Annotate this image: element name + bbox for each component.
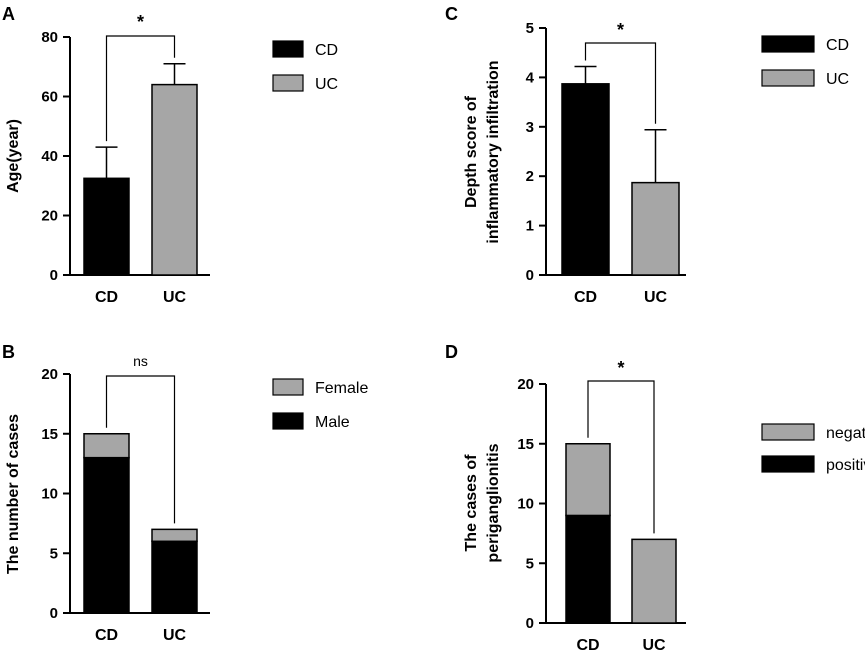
bar-male-uc: [151, 540, 198, 614]
y-axis-title-line: The cases of: [463, 454, 480, 552]
bar-uc: [631, 181, 680, 276]
category-label: UC: [163, 289, 187, 306]
y-tick-label: 15: [41, 426, 58, 443]
significance-label: ns: [133, 353, 148, 369]
y-tick-label: 15: [517, 436, 534, 453]
bar-male-cd: [83, 456, 130, 614]
y-tick-label: 10: [517, 496, 534, 513]
legend-swatch-uc: [272, 74, 304, 92]
legend-swatch-cd: [272, 40, 304, 58]
y-axis-title-line: periganglionitis: [485, 443, 502, 562]
legend-swatch-female: [272, 378, 304, 396]
category-label: CD: [95, 289, 118, 306]
significance-bracket: [584, 42, 657, 124]
significance-bracket: [587, 380, 655, 534]
chart-panel-b: 0 5 10 15 20 CD UC ns The number of cases Female M…: [5, 353, 368, 644]
y-tick-label: 40: [41, 148, 58, 165]
bar-uc: [151, 83, 198, 276]
bar-female-uc: [151, 528, 198, 543]
y-tick-label: 4: [526, 69, 535, 86]
bar-female-cd: [83, 433, 130, 459]
significance-bracket: [105, 375, 176, 524]
significance-label: *: [617, 358, 624, 378]
panel-letter-d: D: [445, 342, 458, 362]
y-axis-title-line: Age(year): [5, 119, 22, 193]
category-label: CD: [95, 627, 118, 644]
legend-label-female: Female: [315, 380, 368, 397]
bar-positive-cd: [565, 514, 611, 624]
category-label: CD: [574, 289, 597, 306]
y-tick-label: 0: [50, 267, 58, 284]
y-tick-label: 20: [517, 376, 534, 393]
y-tick-label: 20: [41, 366, 58, 383]
panel-letter-b: B: [2, 342, 15, 362]
y-tick-label: 5: [50, 545, 58, 562]
y-tick-label: 0: [526, 267, 534, 284]
chart-panel-c: 0 1 2 3 4 5 CD UC * Depth score of inflammatory in…: [463, 20, 849, 306]
y-axis-title: The cases of periganglionitis: [463, 443, 502, 562]
y-axis-title-line: inflammatory infiltration: [485, 60, 502, 243]
legend-label-uc: UC: [826, 71, 849, 88]
y-axis-title-line: Depth score of: [463, 95, 480, 208]
significance-label: *: [617, 20, 624, 40]
y-tick-label: 60: [41, 89, 58, 106]
y-axis-title: The number of cases: [5, 414, 22, 574]
y-tick-label: 0: [50, 605, 58, 622]
bar-negative-cd: [565, 443, 611, 517]
category-label: UC: [642, 637, 666, 652]
bar-cd: [83, 177, 130, 276]
category-label: UC: [163, 627, 187, 644]
legend-swatch-cd: [761, 35, 815, 53]
legend-swatch-uc: [761, 69, 815, 87]
legend-label-cd: CD: [315, 42, 338, 59]
y-tick-label: 2: [526, 168, 534, 185]
chart-panel-d: 0 5 10 15 20 CD UC * The cases of periganglioniti…: [463, 358, 865, 652]
significance-label: *: [137, 12, 144, 32]
y-tick-label: 5: [526, 20, 534, 37]
legend-swatch-male: [272, 412, 304, 430]
legend-label-cd: CD: [826, 37, 849, 54]
category-label: UC: [644, 289, 668, 306]
legend-swatch-positive: [761, 455, 815, 473]
y-axis-title: Age(year): [5, 119, 22, 193]
y-tick-label: 5: [526, 555, 534, 572]
legend-label-male: Male: [315, 414, 350, 431]
y-tick-label: 20: [41, 208, 58, 225]
legend-swatch-negative: [761, 423, 815, 441]
legend-label-negative: negative: [826, 425, 865, 442]
significance-bracket: [105, 35, 176, 142]
legend-label-positive: positive: [826, 457, 865, 474]
y-tick-label: 0: [526, 615, 534, 632]
category-label: CD: [576, 637, 599, 652]
panel-letter-c: C: [445, 4, 458, 24]
y-axis-title: Depth score of inflammatory infiltration: [463, 60, 502, 243]
panel-letter-a: A: [2, 4, 15, 24]
bar-cd: [561, 83, 610, 276]
y-tick-label: 1: [526, 218, 534, 235]
bar-negative-uc: [631, 538, 677, 624]
chart-panel-a: 0 20 40 60 80 CD UC * Age(year) CD UC: [5, 12, 338, 306]
y-tick-label: 3: [526, 119, 534, 136]
y-tick-label: 10: [41, 486, 58, 503]
y-axis-title-line: The number of cases: [5, 414, 22, 574]
legend-label-uc: UC: [315, 76, 338, 93]
y-tick-label: 80: [41, 29, 58, 46]
